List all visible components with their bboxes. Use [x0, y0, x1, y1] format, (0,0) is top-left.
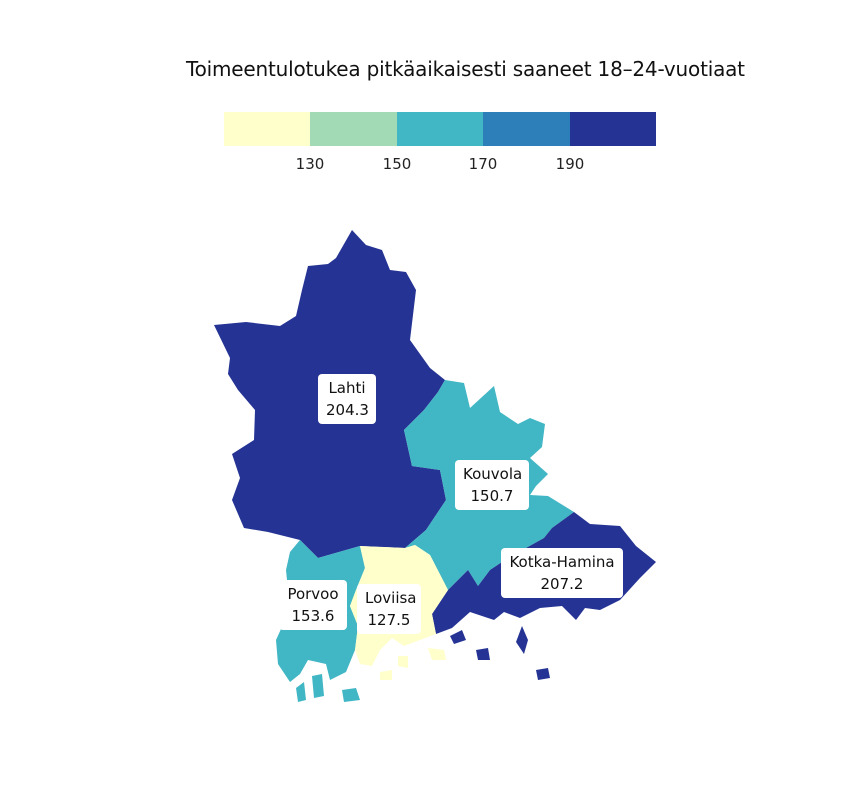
region-kotka-hamina-island — [476, 648, 490, 660]
legend-swatch-2 — [310, 112, 397, 146]
region-porvoo-island — [342, 688, 360, 702]
region-label-porvoo: Porvoo 153.6 — [279, 580, 347, 630]
legend-swatch-5 — [569, 112, 657, 146]
region-kotka-hamina-island — [516, 626, 528, 654]
legend-break-label: 150 — [382, 155, 412, 173]
region-name: Kotka-Hamina — [509, 553, 615, 571]
region-value: 207.2 — [540, 575, 584, 593]
legend-swatch-3 — [396, 112, 484, 146]
region-porvoo-island — [296, 682, 306, 702]
legend-bar — [224, 112, 657, 146]
region-label-loviisa: Loviisa 127.5 — [357, 584, 421, 634]
region-kotka-hamina-island — [536, 668, 550, 680]
region-value: 127.5 — [367, 611, 411, 629]
region-name: Loviisa — [365, 589, 417, 607]
region-label-kotka-hamina: Kotka-Hamina 207.2 — [501, 548, 623, 598]
region-loviisa-island — [428, 648, 446, 660]
legend-break-label: 130 — [295, 155, 325, 173]
region-loviisa-island — [398, 656, 408, 668]
legend-swatch-1 — [224, 112, 311, 146]
legend-swatch-4 — [483, 112, 570, 146]
region-name: Lahti — [328, 379, 366, 397]
legend-break-label: 190 — [555, 155, 585, 173]
region-name: Kouvola — [463, 465, 523, 483]
map-title: Toimeentulotukea pitkäaikaisesti saaneet… — [186, 57, 745, 81]
region-label-kouvola: Kouvola 150.7 — [455, 460, 529, 510]
region-name: Porvoo — [287, 585, 339, 603]
region-porvoo-island — [312, 674, 324, 698]
region-loviisa-island — [380, 670, 392, 680]
color-legend: 130 150 170 190 — [224, 112, 657, 182]
region-kotka-hamina-island — [450, 630, 466, 644]
region-value: 153.6 — [291, 607, 335, 625]
region-value: 150.7 — [470, 487, 514, 505]
legend-break-label: 170 — [468, 155, 498, 173]
region-label-lahti: Lahti 204.3 — [318, 374, 376, 424]
region-value: 204.3 — [326, 401, 369, 419]
